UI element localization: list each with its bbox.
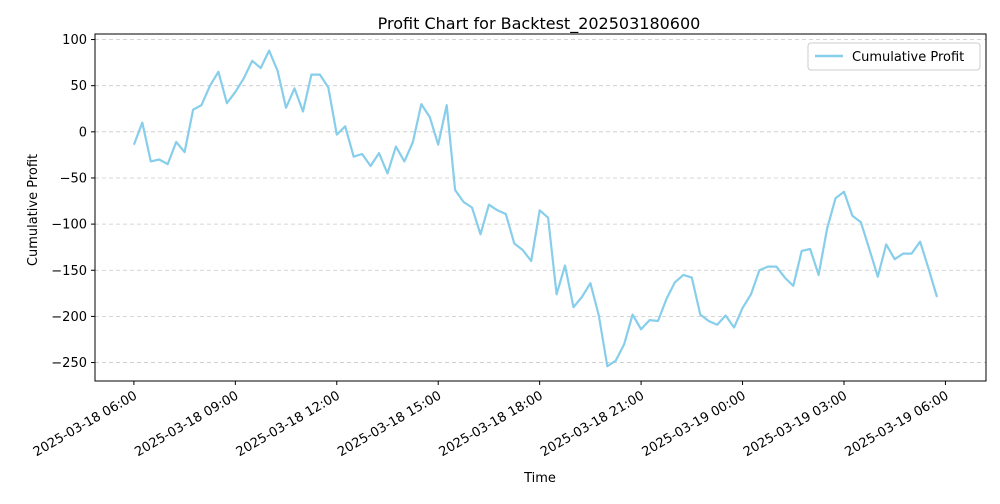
y-tick-label: 0 bbox=[79, 125, 87, 140]
x-tick-label: 2025-03-18 21:00 bbox=[538, 388, 647, 460]
x-tick-label: 2025-03-18 12:00 bbox=[234, 388, 343, 460]
y-tick-label: −100 bbox=[51, 218, 87, 233]
x-tick-label: 2025-03-19 00:00 bbox=[640, 388, 749, 460]
y-axis: −250 −200 −150 −100 −50 0 50 100 bbox=[51, 33, 95, 371]
legend-box bbox=[807, 42, 981, 71]
x-axis-label: Time bbox=[523, 471, 556, 486]
series-line bbox=[132, 49, 939, 368]
x-tick-label: 2025-03-18 09:00 bbox=[132, 388, 241, 460]
legend-label: Cumulative Profit bbox=[852, 50, 964, 65]
x-tick-label: 2025-03-19 06:00 bbox=[842, 388, 951, 460]
x-tick-label: 2025-03-18 18:00 bbox=[437, 388, 546, 460]
x-tick-label: 2025-03-18 06:00 bbox=[31, 388, 140, 460]
gridlines bbox=[95, 39, 986, 363]
y-tick-label: −150 bbox=[51, 264, 87, 279]
y-axis-label: Cumulative Profit bbox=[26, 154, 41, 266]
y-tick-label: −50 bbox=[60, 171, 87, 186]
x-tick-label: 2025-03-18 15:00 bbox=[335, 388, 444, 460]
y-tick-label: 50 bbox=[70, 79, 87, 94]
chart-title: Profit Chart for Backtest_202503180600 bbox=[378, 14, 701, 34]
y-tick-label: −250 bbox=[51, 356, 87, 371]
x-tick-label: 2025-03-19 03:00 bbox=[741, 388, 850, 460]
legend: Cumulative Profit bbox=[807, 42, 981, 71]
series-layer bbox=[132, 49, 939, 368]
plot-frame bbox=[94, 33, 987, 382]
y-tick-label: −200 bbox=[51, 310, 87, 325]
y-tick-label: 100 bbox=[62, 33, 87, 48]
